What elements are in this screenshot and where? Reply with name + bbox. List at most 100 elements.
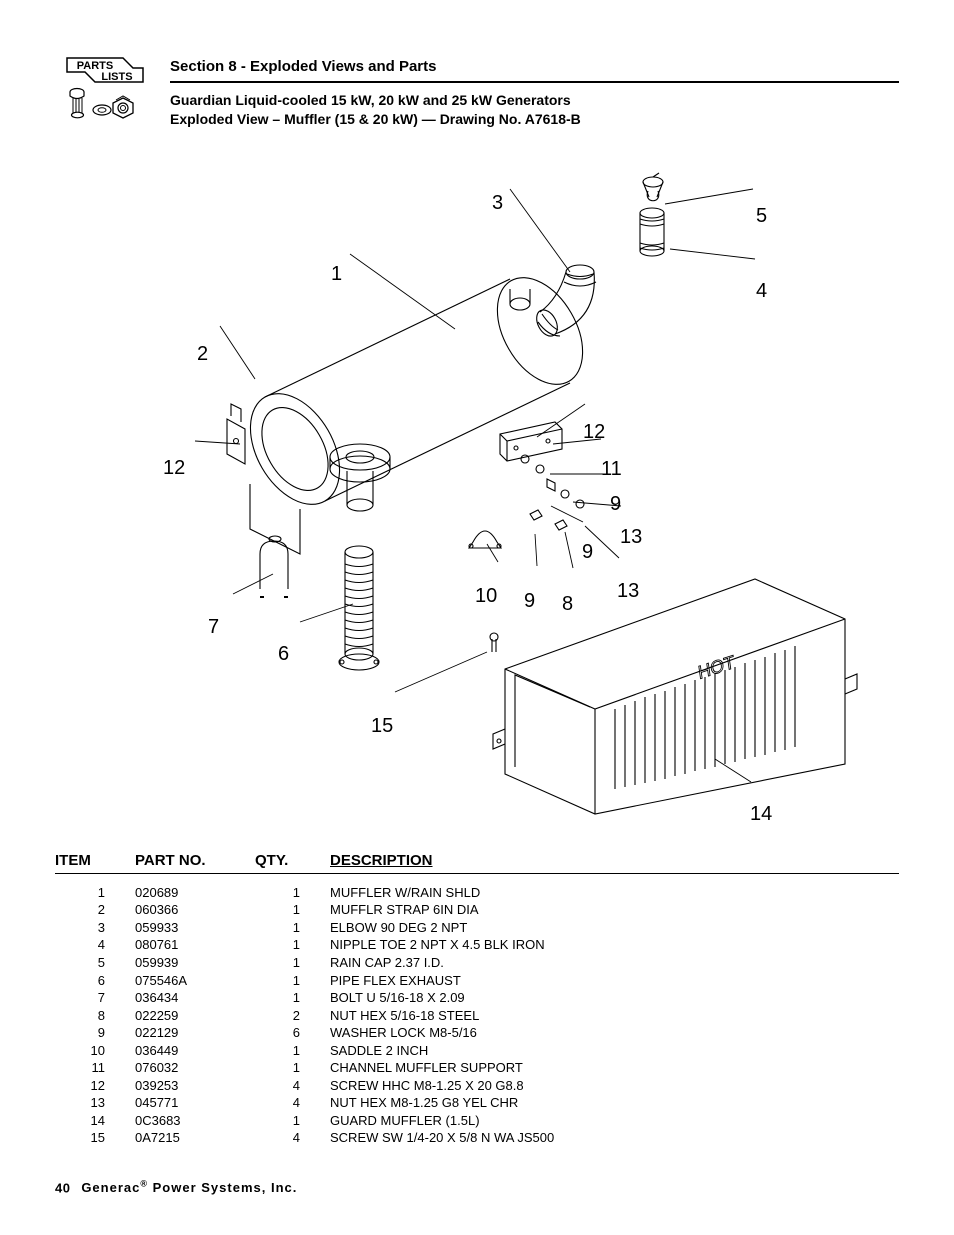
cell-item: 11	[55, 1059, 135, 1077]
page-footer: 40 Generac® Power Systems, Inc.	[55, 1179, 297, 1195]
cell-qty: 6	[255, 1024, 330, 1042]
section-title: Section 8 - Exploded Views and Parts	[170, 58, 899, 83]
footer-company: Generac	[81, 1180, 140, 1195]
table-row: 120392534SCREW HHC M8-1.25 X 20 G8.8	[55, 1077, 899, 1095]
table-row: 110760321CHANNEL MUFFLER SUPPORT	[55, 1059, 899, 1077]
cell-qty: 1	[255, 919, 330, 937]
diagram-callout: 5	[756, 205, 767, 228]
subtitle-line-2: Exploded View – Muffler (15 & 20 kW) — D…	[170, 110, 899, 129]
diagram-callout: 2	[197, 343, 208, 366]
table-row: 130457714NUT HEX M8-1.25 G8 YEL CHR	[55, 1094, 899, 1112]
cell-partno: 075546A	[135, 972, 255, 990]
table-row: 20603661MUFFLR STRAP 6IN DIA	[55, 901, 899, 919]
cell-partno: 059939	[135, 954, 255, 972]
cell-desc: RAIN CAP 2.37 I.D.	[330, 954, 899, 972]
diagram-callout: 4	[756, 280, 767, 303]
footer-suffix: Power Systems, Inc.	[153, 1180, 298, 1195]
diagram-callout: 3	[492, 192, 503, 215]
cell-desc: ELBOW 90 DEG 2 NPT	[330, 919, 899, 937]
diagram-callout: 14	[750, 803, 772, 826]
diagram-callout: 8	[562, 593, 573, 616]
cell-partno: 080761	[135, 936, 255, 954]
parts-table: ITEM PART NO. QTY. DESCRIPTION 10206891M…	[55, 852, 899, 1147]
cell-partno: 076032	[135, 1059, 255, 1077]
cell-desc: GUARD MUFFLER (1.5L)	[330, 1112, 899, 1130]
cell-item: 15	[55, 1129, 135, 1147]
cell-partno: 022129	[135, 1024, 255, 1042]
cell-qty: 1	[255, 1112, 330, 1130]
cell-item: 2	[55, 901, 135, 919]
cell-item: 14	[55, 1112, 135, 1130]
cell-item: 3	[55, 919, 135, 937]
cell-partno: 0C3683	[135, 1112, 255, 1130]
table-header-row: ITEM PART NO. QTY. DESCRIPTION	[55, 852, 899, 874]
exploded-view-diagram: HOT	[55, 154, 899, 834]
diagram-callout: 12	[583, 421, 605, 444]
cell-item: 6	[55, 972, 135, 990]
cell-item: 13	[55, 1094, 135, 1112]
cell-partno: 059933	[135, 919, 255, 937]
cell-desc: PIPE FLEX EXHAUST	[330, 972, 899, 990]
cell-qty: 1	[255, 1059, 330, 1077]
cell-desc: MUFFLER W/RAIN SHLD	[330, 884, 899, 902]
cell-desc: MUFFLR STRAP 6IN DIA	[330, 901, 899, 919]
cell-partno: 020689	[135, 884, 255, 902]
cell-partno: 022259	[135, 1007, 255, 1025]
cell-partno: 036449	[135, 1042, 255, 1060]
diagram-callout: 9	[524, 590, 535, 613]
cell-qty: 4	[255, 1094, 330, 1112]
diagram-callout: 13	[617, 580, 639, 603]
cell-item: 12	[55, 1077, 135, 1095]
table-row: 10206891MUFFLER W/RAIN SHLD	[55, 884, 899, 902]
cell-partno: 045771	[135, 1094, 255, 1112]
cell-qty: 1	[255, 936, 330, 954]
cell-qty: 4	[255, 1129, 330, 1147]
cell-item: 9	[55, 1024, 135, 1042]
cell-desc: NUT HEX 5/16-18 STEEL	[330, 1007, 899, 1025]
table-row: 80222592NUT HEX 5/16-18 STEEL	[55, 1007, 899, 1025]
cell-item: 5	[55, 954, 135, 972]
cell-qty: 4	[255, 1077, 330, 1095]
diagram-callout: 7	[208, 616, 219, 639]
cell-desc: SCREW HHC M8-1.25 X 20 G8.8	[330, 1077, 899, 1095]
cell-qty: 1	[255, 989, 330, 1007]
diagram-callout: 9	[610, 493, 621, 516]
diagram-callout: 13	[620, 526, 642, 549]
table-row: 150A72154SCREW SW 1/4-20 X 5/8 N WA JS50…	[55, 1129, 899, 1147]
page-number: 40	[55, 1180, 70, 1195]
header-partno: PART NO.	[135, 852, 255, 869]
reg-mark: ®	[140, 1179, 148, 1189]
page-header: PARTS LISTS	[55, 50, 899, 129]
cell-desc: SCREW SW 1/4-20 X 5/8 N WA JS500	[330, 1129, 899, 1147]
cell-item: 8	[55, 1007, 135, 1025]
cell-qty: 1	[255, 954, 330, 972]
table-row: 70364341BOLT U 5/16-18 X 2.09	[55, 989, 899, 1007]
header-desc: DESCRIPTION	[330, 852, 899, 869]
logo-text-lists: LISTS	[101, 71, 132, 83]
diagram-callout: 11	[601, 458, 622, 481]
parts-lists-logo: PARTS LISTS	[55, 50, 150, 125]
diagram-callout: 9	[582, 541, 593, 564]
table-row: 100364491SADDLE 2 INCH	[55, 1042, 899, 1060]
cell-partno: 039253	[135, 1077, 255, 1095]
cell-partno: 060366	[135, 901, 255, 919]
cell-item: 1	[55, 884, 135, 902]
cell-qty: 2	[255, 1007, 330, 1025]
diagram-callout: 12	[163, 457, 185, 480]
cell-desc: CHANNEL MUFFLER SUPPORT	[330, 1059, 899, 1077]
table-row: 30599331ELBOW 90 DEG 2 NPT	[55, 919, 899, 937]
cell-item: 10	[55, 1042, 135, 1060]
header-item: ITEM	[55, 852, 135, 869]
cell-desc: WASHER LOCK M8-5/16	[330, 1024, 899, 1042]
cell-desc: NUT HEX M8-1.25 G8 YEL CHR	[330, 1094, 899, 1112]
cell-qty: 1	[255, 901, 330, 919]
cell-qty: 1	[255, 884, 330, 902]
cell-desc: BOLT U 5/16-18 X 2.09	[330, 989, 899, 1007]
diagram-callout: 1	[331, 263, 342, 286]
cell-item: 4	[55, 936, 135, 954]
cell-item: 7	[55, 989, 135, 1007]
table-row: 6075546A1PIPE FLEX EXHAUST	[55, 972, 899, 990]
cell-qty: 1	[255, 1042, 330, 1060]
cell-desc: SADDLE 2 INCH	[330, 1042, 899, 1060]
header-qty: QTY.	[255, 852, 330, 869]
